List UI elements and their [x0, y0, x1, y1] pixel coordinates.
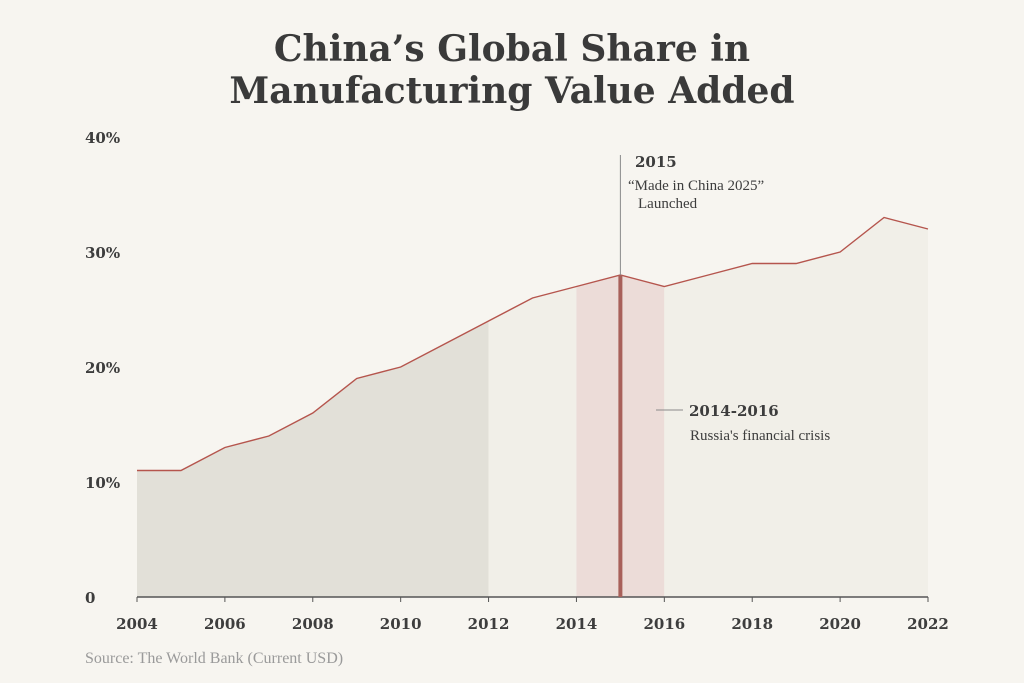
shaded-region-3 — [664, 217, 928, 597]
shaded-region-0 — [137, 321, 489, 597]
x-tick-label-2020: 2020 — [819, 615, 861, 633]
x-tick-label-2012: 2012 — [468, 615, 510, 633]
shaded-region-1 — [488, 286, 577, 597]
y-tick-label-20: 20% — [85, 359, 120, 377]
y-tick-label-0: 0 — [85, 589, 95, 607]
y-tick-label-40: 40% — [85, 129, 120, 147]
annotation-crisis-title: 2014-2016 — [689, 402, 779, 420]
x-tick-label-2006: 2006 — [204, 615, 246, 633]
annotation-2015-line-2: Launched — [638, 196, 698, 212]
source-note: Source: The World Bank (Current USD) — [85, 650, 344, 667]
x-tick-label-2014: 2014 — [556, 615, 598, 633]
x-tick-label-2004: 2004 — [116, 615, 158, 633]
annotation-2015-line-1: “Made in China 2025” — [628, 178, 764, 194]
x-tick-label-2016: 2016 — [643, 615, 685, 633]
chart-title-line-1: China’s Global Share in — [273, 28, 751, 70]
annotation-2015-title: 2015 — [635, 153, 677, 171]
x-tick-label-2018: 2018 — [731, 615, 773, 633]
x-tick-label-2022: 2022 — [907, 615, 949, 633]
chart-title: China’s Global Share in Manufacturing Va… — [0, 28, 1024, 112]
y-tick-label-10: 10% — [85, 474, 120, 492]
series-line — [137, 216, 929, 472]
annotation-crisis-line-1: Russia's financial crisis — [690, 428, 830, 444]
chart-title-line-2: Manufacturing Value Added — [229, 70, 795, 112]
x-tick-label-2010: 2010 — [380, 615, 422, 633]
y-tick-label-30: 30% — [85, 244, 120, 262]
x-tick-label-2008: 2008 — [292, 615, 334, 633]
